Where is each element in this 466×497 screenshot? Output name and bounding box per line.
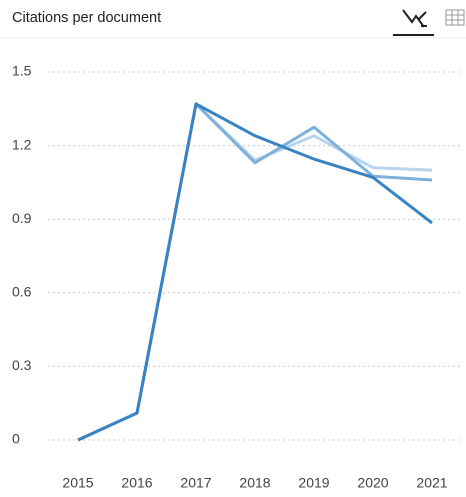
y-tick-label: 0 <box>12 431 20 447</box>
x-tick-label: 2018 <box>239 475 270 491</box>
table-view-button[interactable] <box>445 9 465 26</box>
y-tick-label: 0.6 <box>12 284 32 300</box>
x-tick-label: 2017 <box>180 475 211 491</box>
x-tick-label: 2020 <box>357 475 388 491</box>
x-tick-label: 2015 <box>62 475 93 491</box>
x-tick-label: 2016 <box>121 475 152 491</box>
line-chart-icon <box>402 9 427 28</box>
y-tick-label: 1.2 <box>12 136 32 152</box>
x-tick-label: 2021 <box>416 475 447 491</box>
table-icon <box>445 9 465 26</box>
y-tick-label: 0.3 <box>12 357 32 373</box>
chart-view-button[interactable] <box>392 2 434 36</box>
y-tick-label: 1.5 <box>12 63 32 79</box>
series-line <box>77 102 433 442</box>
series-line <box>77 102 433 442</box>
series-line <box>77 102 433 442</box>
table-icon-grid <box>446 10 464 25</box>
chart-title: Citations per document <box>12 10 161 26</box>
y-tick-label: 0.9 <box>12 210 32 226</box>
x-tick-label: 2019 <box>298 475 329 491</box>
